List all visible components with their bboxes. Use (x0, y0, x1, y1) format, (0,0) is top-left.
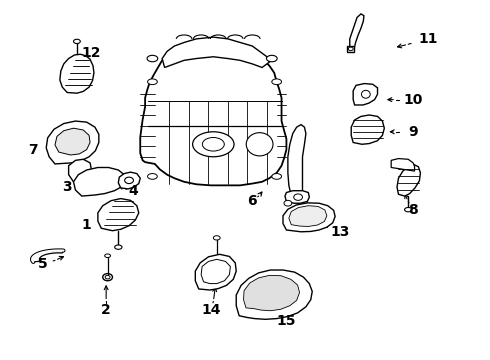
Polygon shape (74, 167, 125, 196)
Ellipse shape (103, 274, 113, 281)
Polygon shape (69, 159, 92, 182)
Ellipse shape (294, 194, 302, 201)
Polygon shape (283, 203, 335, 232)
Text: 9: 9 (408, 125, 418, 139)
Ellipse shape (147, 174, 157, 179)
Text: 13: 13 (330, 225, 350, 239)
Polygon shape (236, 270, 312, 319)
Polygon shape (98, 199, 139, 231)
Ellipse shape (284, 201, 292, 206)
Polygon shape (118, 172, 140, 189)
Polygon shape (289, 206, 327, 226)
Ellipse shape (348, 47, 353, 51)
Ellipse shape (147, 55, 158, 62)
Polygon shape (397, 165, 420, 196)
Polygon shape (351, 115, 384, 144)
Ellipse shape (193, 132, 234, 157)
Ellipse shape (272, 79, 282, 85)
Ellipse shape (362, 90, 370, 98)
Text: 11: 11 (418, 32, 438, 46)
Text: 12: 12 (82, 46, 101, 60)
Text: 8: 8 (408, 203, 418, 217)
Text: 6: 6 (247, 194, 257, 208)
Polygon shape (140, 41, 287, 185)
Polygon shape (162, 37, 270, 67)
Ellipse shape (405, 207, 412, 212)
Text: 3: 3 (62, 180, 72, 194)
Polygon shape (60, 54, 94, 93)
Ellipse shape (115, 245, 122, 249)
Polygon shape (288, 125, 306, 200)
Text: 14: 14 (201, 303, 220, 318)
Polygon shape (196, 254, 236, 290)
Polygon shape (353, 84, 377, 105)
Text: 10: 10 (403, 93, 423, 107)
Polygon shape (32, 251, 63, 262)
Ellipse shape (147, 79, 157, 85)
Polygon shape (350, 14, 364, 52)
Text: 1: 1 (82, 218, 92, 231)
Ellipse shape (272, 174, 282, 179)
Ellipse shape (105, 254, 111, 257)
Ellipse shape (267, 55, 277, 62)
Ellipse shape (202, 138, 224, 151)
Polygon shape (391, 158, 415, 171)
Polygon shape (244, 275, 299, 311)
Text: 2: 2 (101, 303, 111, 318)
Ellipse shape (124, 177, 133, 184)
Polygon shape (201, 259, 230, 284)
Polygon shape (285, 191, 309, 203)
Text: 7: 7 (28, 143, 38, 157)
Text: 4: 4 (128, 184, 138, 198)
Polygon shape (347, 46, 354, 52)
Ellipse shape (105, 275, 110, 279)
Text: 5: 5 (38, 257, 48, 271)
Ellipse shape (74, 39, 80, 44)
Polygon shape (55, 128, 90, 155)
Ellipse shape (246, 133, 273, 156)
Text: 15: 15 (277, 314, 296, 328)
Polygon shape (46, 121, 99, 164)
Ellipse shape (213, 236, 220, 240)
